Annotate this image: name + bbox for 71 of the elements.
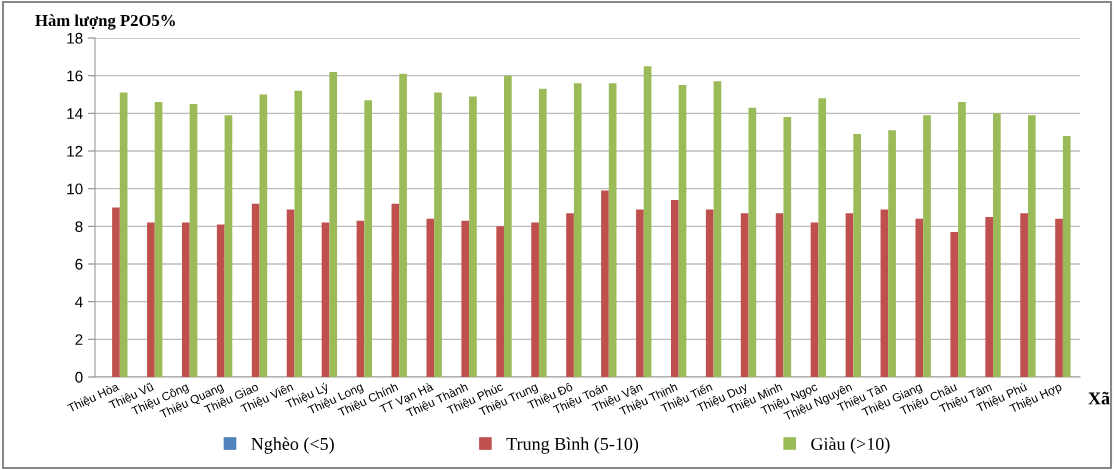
bar xyxy=(636,209,644,377)
bar xyxy=(888,130,896,377)
legend-label: Nghèo (<5) xyxy=(251,437,334,454)
bar xyxy=(434,92,442,377)
bar xyxy=(853,134,861,377)
bar xyxy=(783,117,792,377)
bar xyxy=(426,218,435,377)
bar xyxy=(294,90,303,377)
bar xyxy=(705,209,714,377)
bar xyxy=(608,83,617,377)
bar xyxy=(818,98,827,377)
legend-label: Giàu (>10) xyxy=(811,437,890,454)
bar xyxy=(1062,135,1071,377)
bar xyxy=(923,115,931,377)
y-tick-label: 8 xyxy=(75,221,83,233)
bar xyxy=(845,213,854,377)
bar xyxy=(461,220,470,377)
bar xyxy=(573,83,582,377)
bar xyxy=(469,96,477,377)
bar xyxy=(670,199,679,377)
y-tick-label: 10 xyxy=(67,183,83,195)
bar xyxy=(985,216,994,377)
bar xyxy=(224,115,233,377)
bar xyxy=(321,222,330,377)
y-tick-label: 16 xyxy=(67,70,83,82)
bar xyxy=(713,81,722,377)
bar xyxy=(958,102,966,377)
bar xyxy=(538,88,547,377)
bar xyxy=(119,92,128,377)
bar xyxy=(112,207,120,377)
bar xyxy=(678,85,687,377)
y-tick-label: 14 xyxy=(67,108,83,119)
y-axis-title: Hàm lượng P2O5% xyxy=(35,14,175,30)
bar xyxy=(251,203,260,377)
y-tick-label: 12 xyxy=(67,145,83,157)
bar xyxy=(566,213,574,377)
bar xyxy=(364,100,372,377)
bar xyxy=(329,71,338,377)
bar xyxy=(259,94,268,377)
bar xyxy=(950,231,959,377)
y-tick-label: 2 xyxy=(75,334,83,345)
bar xyxy=(391,203,400,377)
y-tick-label: 6 xyxy=(75,258,83,270)
bar xyxy=(915,218,924,377)
bar xyxy=(399,73,407,377)
bar xyxy=(216,224,225,377)
bar xyxy=(643,66,652,377)
bar xyxy=(496,226,505,377)
bar xyxy=(601,190,609,377)
bar xyxy=(181,222,190,377)
bar xyxy=(147,222,155,377)
y-tick-label: 4 xyxy=(75,296,83,308)
bar xyxy=(810,222,819,377)
bar xyxy=(286,209,295,377)
bar xyxy=(748,107,757,377)
legend-label: Trung Bình (5-10) xyxy=(506,437,639,454)
bar xyxy=(740,213,749,377)
bar xyxy=(1055,218,1063,377)
bar xyxy=(189,103,198,377)
y-tick-label: 0 xyxy=(75,371,83,383)
bar xyxy=(356,220,365,377)
bar xyxy=(1020,213,1028,377)
bar xyxy=(993,113,1001,377)
bar xyxy=(154,102,163,377)
y-tick-label: 18 xyxy=(67,32,83,44)
bar xyxy=(1027,115,1036,377)
bar xyxy=(880,209,889,377)
bar xyxy=(504,75,512,377)
bar xyxy=(531,222,539,377)
x-axis-title: Xã xyxy=(1088,391,1110,405)
bar xyxy=(775,213,784,377)
